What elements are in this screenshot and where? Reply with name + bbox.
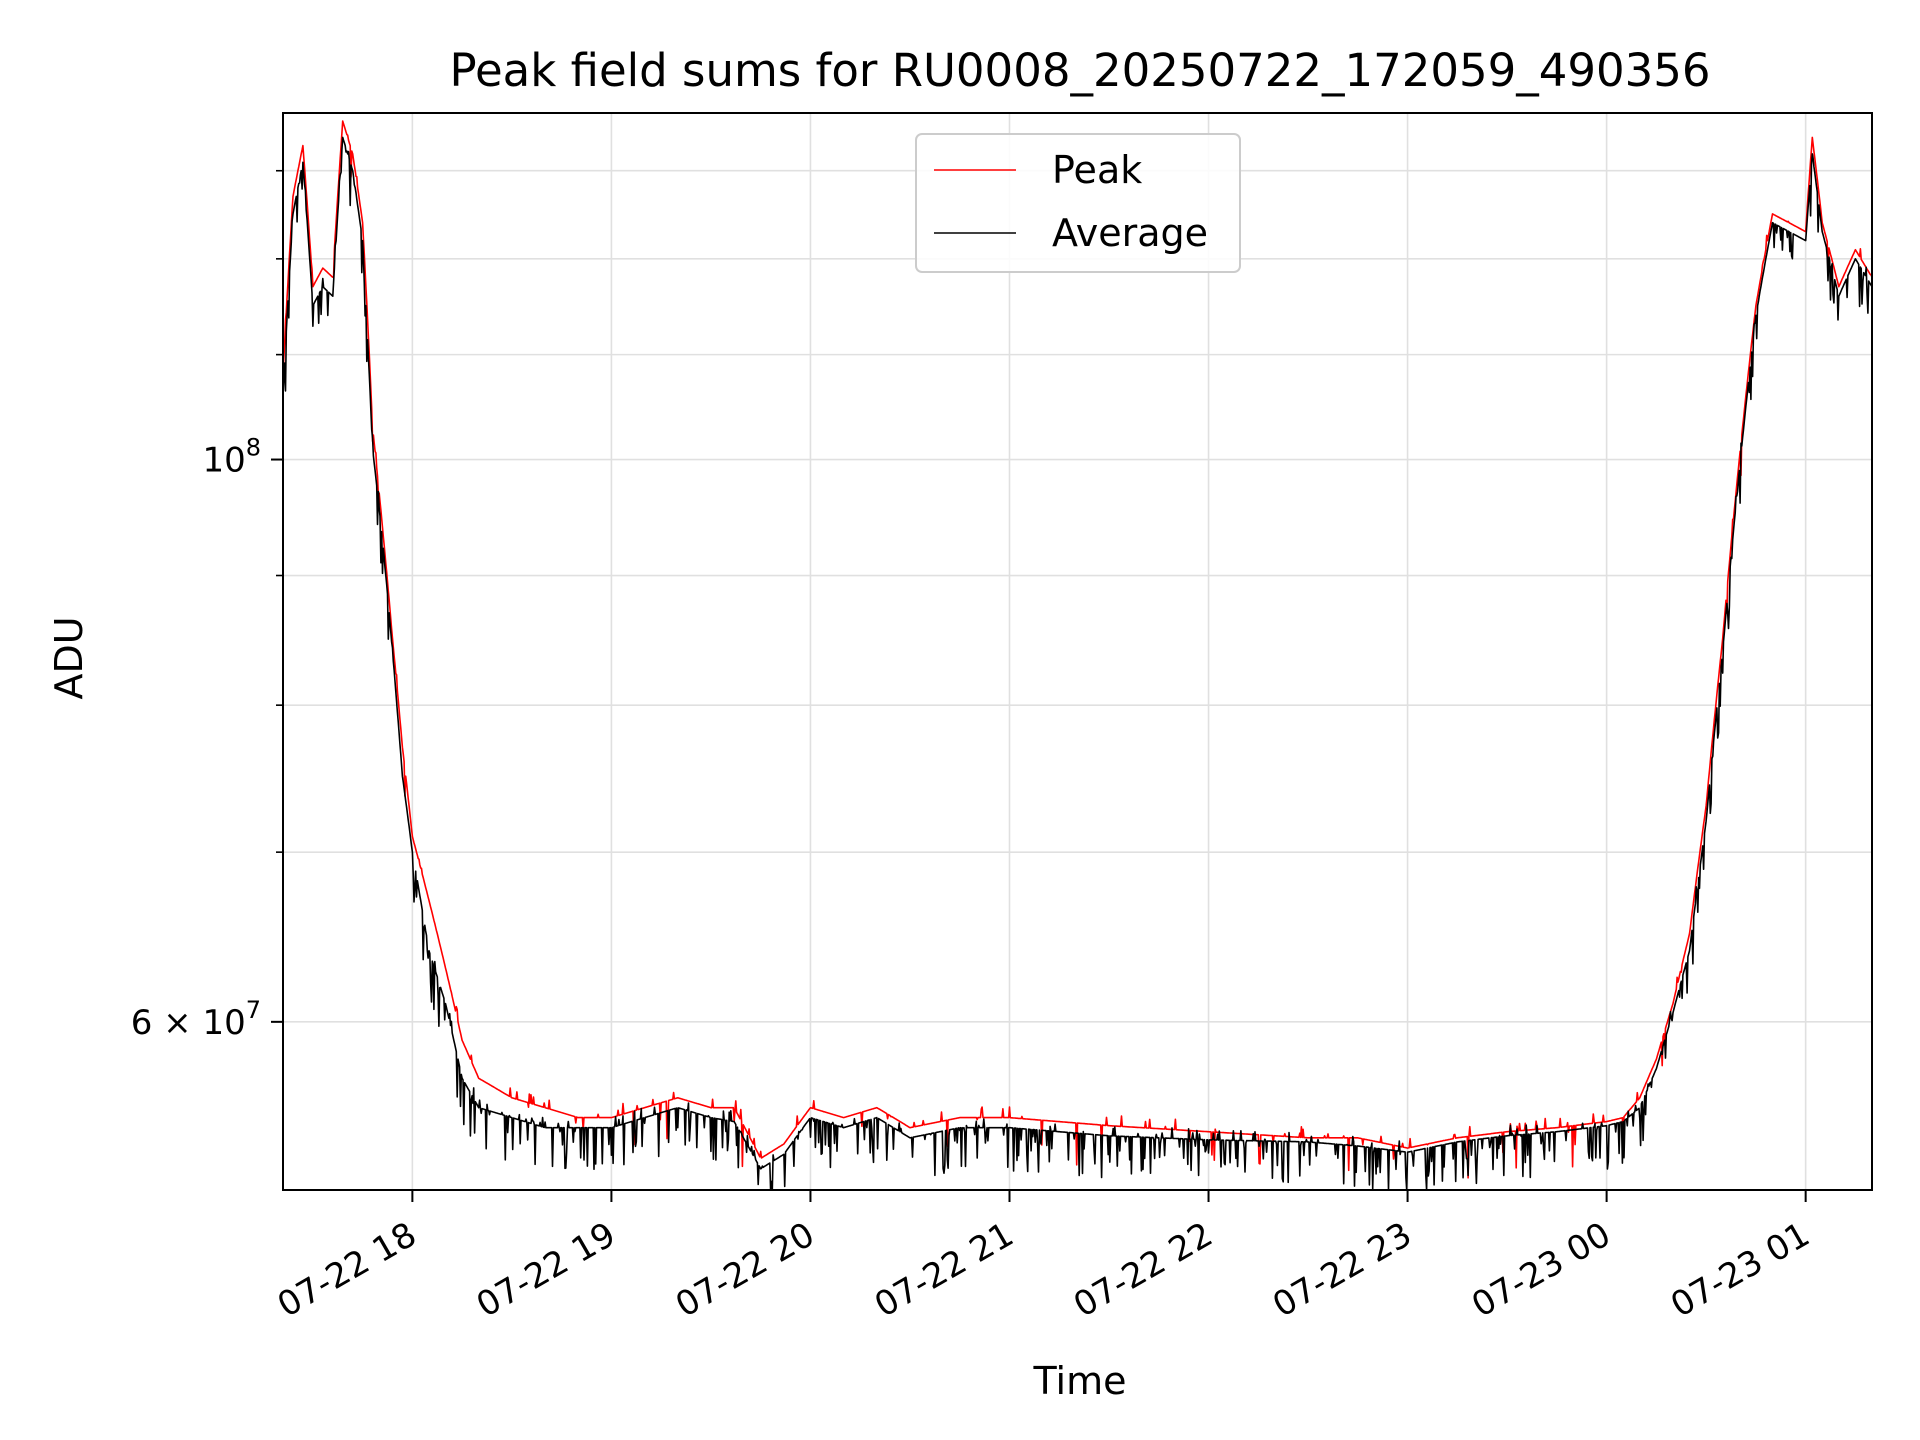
x-tick-label: 07-22 18 [271, 1215, 423, 1326]
y-axis-ticks: 6 × 107 108 [131, 169, 283, 1043]
x-tick-label: 07-23 01 [1664, 1215, 1816, 1326]
series-line-peak [282, 120, 1873, 1179]
x-tick-label: 07-22 22 [1067, 1215, 1219, 1326]
series-layer [282, 120, 1873, 1191]
y-axis-label: ADU [47, 616, 91, 699]
x-tick-label: 07-22 23 [1266, 1215, 1418, 1326]
y-tick-label: 6 × 107 [131, 996, 261, 1043]
y-tick-label: 108 [202, 434, 261, 481]
x-tick-label: 07-22 19 [470, 1215, 622, 1326]
x-tick-label: 07-23 00 [1465, 1215, 1617, 1326]
legend-label-peak: Peak [1052, 148, 1142, 192]
legend-box [915, 133, 1241, 273]
series-line-average [282, 136, 1873, 1191]
legend: Peak Average [915, 133, 1241, 273]
x-axis-label: Time [1033, 1359, 1127, 1403]
x-tick-label: 07-22 20 [669, 1215, 821, 1326]
x-tick-label: 07-22 21 [868, 1215, 1020, 1326]
plot-frame [282, 112, 1873, 1191]
x-axis-ticks: 07-22 18 07-22 19 07-22 20 07-22 21 07-22 22… [271, 1190, 1817, 1326]
legend-label-average: Average [1052, 211, 1208, 255]
chart-title: Peak field sums for RU0008_20250722_1720… [449, 44, 1710, 97]
grid [283, 113, 1872, 1190]
